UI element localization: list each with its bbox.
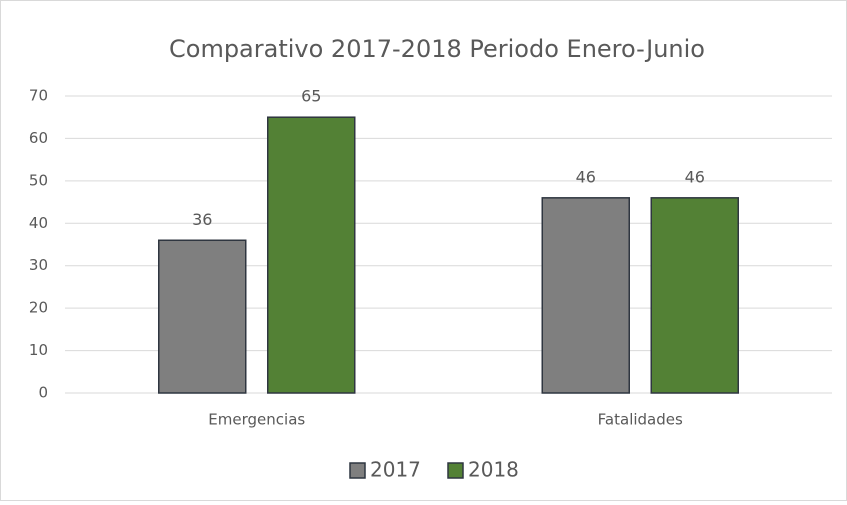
y-tick-label: 20 (29, 299, 48, 317)
y-tick-label: 70 (29, 87, 48, 105)
y-tick-label: 40 (29, 214, 48, 232)
legend-label: 2018 (468, 458, 519, 482)
bar (158, 239, 247, 394)
y-tick-label: 0 (38, 384, 48, 402)
bar (650, 197, 739, 394)
chart-title: Comparativo 2017-2018 Periodo Enero-Juni… (169, 35, 705, 63)
legend-label: 2017 (370, 458, 421, 482)
x-tick-label: Fatalidades (598, 411, 683, 429)
legend-swatch (349, 462, 366, 479)
data-label: 65 (301, 87, 321, 106)
data-label: 46 (685, 167, 705, 186)
y-tick-label: 60 (29, 129, 48, 147)
y-tick-label: 30 (29, 256, 48, 274)
y-tick-label: 50 (29, 171, 48, 189)
x-tick-label: Emergencias (208, 411, 305, 429)
data-label: 46 (576, 167, 596, 186)
y-tick-label: 10 (29, 341, 48, 359)
data-label: 36 (192, 210, 212, 229)
bar (267, 116, 356, 394)
bar (541, 197, 630, 394)
legend-swatch (447, 462, 464, 479)
